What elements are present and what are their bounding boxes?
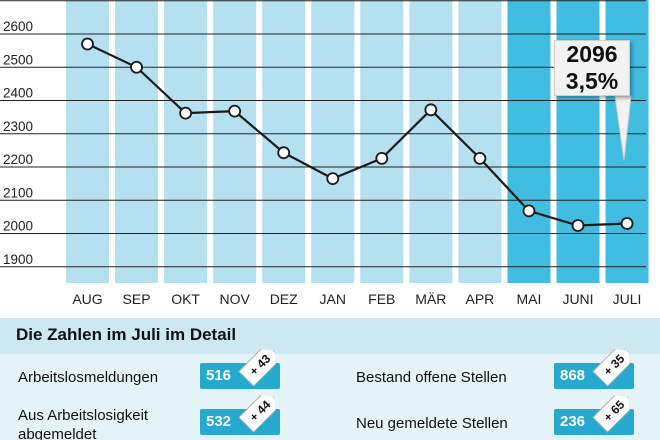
x-tick-label: MÄR	[415, 291, 446, 307]
y-tick-label: 2700	[3, 0, 33, 1]
detail-label-offene-stellen: Bestand offene Stellen	[356, 369, 507, 386]
x-tick-label: MAI	[517, 291, 542, 307]
y-tick-label: 1900	[3, 252, 33, 267]
chart-area: 1900200021002200230024002500260027002800…	[0, 0, 649, 307]
x-tick-label: APR	[466, 291, 495, 307]
y-tick-label: 2200	[3, 152, 33, 167]
data-point-juli	[620, 217, 634, 230]
detail-value: 868	[560, 367, 586, 384]
data-point-apr	[473, 151, 487, 165]
data-point-jan	[326, 172, 340, 186]
detail-value-badge: 532 + 44	[200, 409, 280, 435]
column-jan	[311, 0, 355, 283]
data-point-sep	[130, 60, 143, 74]
y-tick-label: 2400	[3, 86, 33, 101]
data-point-juni	[571, 219, 585, 232]
x-tick-label: SEP	[123, 291, 151, 307]
callout-rate: 3,5%	[565, 68, 619, 94]
data-point-mai	[522, 204, 536, 218]
column-okt	[164, 0, 208, 283]
detail-value: 516	[206, 367, 232, 384]
y-tick-label: 2600	[3, 19, 33, 34]
column-dez	[262, 0, 306, 283]
column-nov	[213, 0, 257, 283]
detail-value: 532	[206, 413, 232, 430]
column-mär	[409, 0, 453, 283]
series-line	[87, 42, 628, 227]
y-tick-label: 2300	[3, 119, 33, 134]
x-tick-label: NOV	[219, 291, 250, 307]
detail-panel: Die Zahlen im Juli im Detail Arbeitslosm…	[0, 318, 660, 440]
x-tick-label: FEB	[368, 291, 395, 307]
column-apr	[458, 0, 502, 283]
detail-value-badge: 868 + 35	[554, 363, 634, 389]
data-point-mär	[424, 103, 438, 117]
x-tick-label: DEZ	[270, 291, 298, 307]
detail-label-arbeitslosmeldungen: Arbeitslosmeldungen	[18, 369, 159, 386]
column-mai	[507, 0, 551, 283]
detail-title: Die Zahlen im Juli im Detail	[16, 325, 237, 344]
detail-value-badge: 236 + 65	[554, 409, 634, 435]
data-point-aug	[81, 37, 94, 51]
callout-value: 2096	[566, 41, 618, 67]
data-point-feb	[375, 151, 389, 165]
y-tick-label: 2000	[3, 219, 33, 234]
callout-pointer	[614, 95, 632, 161]
change-arrow-tag: + 44	[238, 389, 282, 433]
change-arrow-tag: + 65	[592, 389, 636, 433]
detail-label-neue-stellen: Neu gemeldete Stellen	[356, 415, 508, 432]
data-point-okt	[179, 106, 193, 120]
x-tick-label: JAN	[320, 291, 346, 307]
y-tick-label: 2500	[3, 52, 33, 67]
data-point-dez	[277, 146, 291, 160]
line-chart: 1900200021002200230024002500260027002800…	[0, 0, 649, 307]
x-tick-label: OKT	[171, 291, 200, 307]
column-feb	[360, 0, 404, 283]
detail-header: Die Zahlen im Juli im Detail	[0, 318, 660, 354]
detail-value-badge: 516 + 43	[200, 363, 280, 389]
detail-value: 236	[560, 413, 586, 430]
callout-latest-value: 2096 3,5%	[554, 40, 630, 96]
x-tick-label: JULI	[613, 291, 642, 307]
data-point-nov	[228, 104, 242, 118]
x-tick-label: JUNI	[562, 291, 593, 307]
detail-label-abgemeldet: Aus Arbeitslosigkeit abgemeldet	[18, 407, 149, 440]
y-tick-label: 2100	[3, 185, 33, 200]
column-sep	[115, 0, 159, 283]
x-tick-label: AUG	[72, 291, 102, 307]
